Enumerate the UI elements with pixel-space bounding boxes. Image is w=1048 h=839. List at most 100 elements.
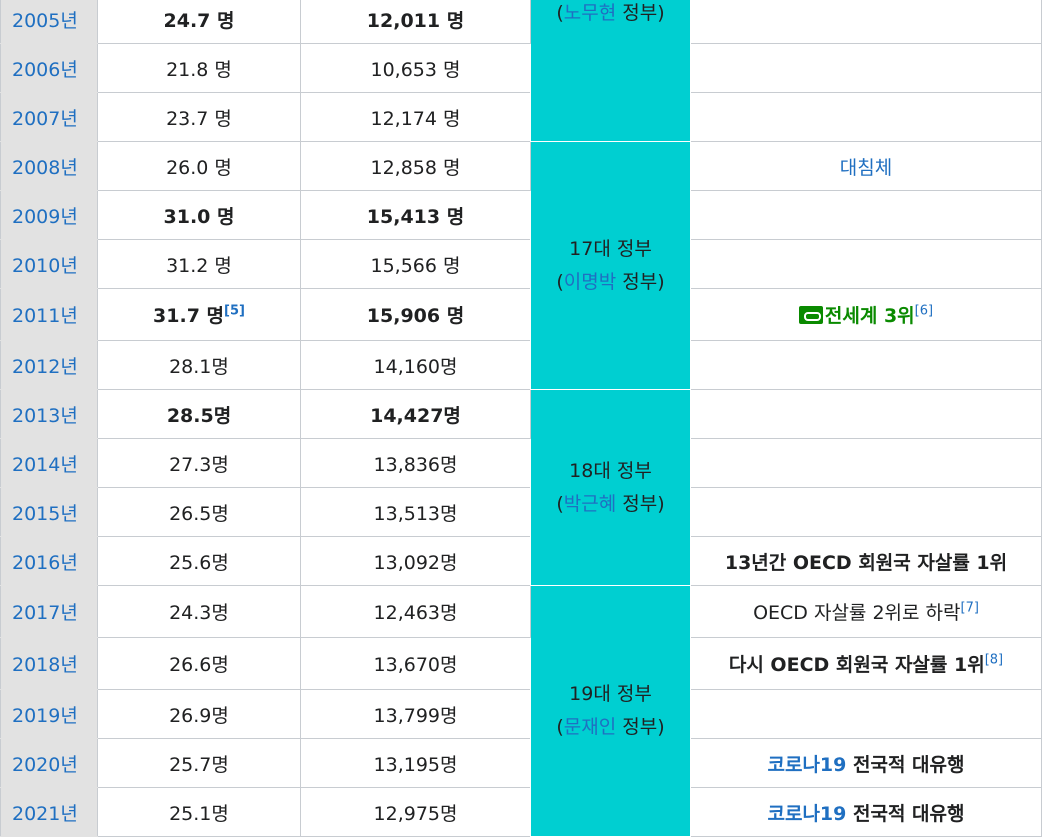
government-text: 정부) bbox=[616, 270, 665, 293]
reference[interactable]: [6] bbox=[914, 303, 934, 319]
count: 12,975명 bbox=[373, 802, 458, 825]
year-cell: 2011년 bbox=[0, 288, 98, 341]
count: 12,011 명 bbox=[366, 9, 465, 32]
table-row: 2016년 25.6명 13,092명 13년간 OECD 회원국 자살률 1위 bbox=[0, 536, 1042, 586]
year-cell: 2012년 bbox=[0, 340, 98, 390]
year-link[interactable]: 2020년 bbox=[12, 753, 78, 776]
link-icon bbox=[798, 306, 823, 324]
year-cell: 2009년 bbox=[0, 190, 98, 240]
year-cell: 2005년 bbox=[0, 0, 98, 44]
rate-cell: 25.1명 bbox=[97, 787, 301, 837]
rate-cell: 31.7 명[5] bbox=[97, 288, 301, 341]
rate: 31.0 명 bbox=[163, 205, 235, 228]
note-text[interactable]: 코로나19 bbox=[767, 802, 847, 825]
government-cell: (노무현 정부) bbox=[530, 0, 691, 142]
year-link[interactable]: 2009년 bbox=[12, 205, 78, 228]
year-link[interactable]: 2017년 bbox=[12, 602, 78, 624]
note-cell bbox=[690, 389, 1042, 439]
rate-cell: 25.6명 bbox=[97, 536, 301, 586]
count-cell: 13,513명 bbox=[300, 487, 531, 537]
year-link[interactable]: 2012년 bbox=[12, 355, 78, 378]
government-line: 17대 정부 bbox=[535, 233, 686, 266]
rate-cell: 23.7 명 bbox=[97, 92, 301, 142]
note-cell bbox=[690, 43, 1042, 93]
rate: 26.0 명 bbox=[166, 156, 232, 179]
year-cell: 2017년 bbox=[0, 585, 98, 638]
rate-cell: 25.7명 bbox=[97, 738, 301, 788]
rate: 26.5명 bbox=[169, 502, 229, 525]
year-link[interactable]: 2014년 bbox=[12, 453, 78, 476]
rate: 24.7 명 bbox=[163, 9, 235, 32]
count-cell: 10,653 명 bbox=[300, 43, 531, 93]
year-link[interactable]: 2005년 bbox=[12, 9, 78, 32]
note-cell bbox=[690, 239, 1042, 289]
year-link[interactable]: 2007년 bbox=[12, 107, 78, 130]
table-row: 2020년 25.7명 13,195명 코로나19 전국적 대유행 bbox=[0, 738, 1042, 788]
leader-link[interactable]: 이명박 bbox=[563, 270, 617, 293]
rate-cell: 26.5명 bbox=[97, 487, 301, 537]
count-cell: 12,174 명 bbox=[300, 92, 531, 142]
rate-cell: 24.3명 bbox=[97, 585, 301, 638]
table-row: 2018년 26.6명 13,670명 다시 OECD 회원국 자살률 1위[8] bbox=[0, 637, 1042, 690]
reference[interactable]: [8] bbox=[984, 652, 1004, 668]
rate-cell: 26.9명 bbox=[97, 689, 301, 739]
note-text[interactable]: 대침체 bbox=[839, 156, 893, 179]
rate: 28.1명 bbox=[169, 355, 229, 378]
year-link[interactable]: 2018년 bbox=[12, 654, 78, 676]
rate-cell: 27.3명 bbox=[97, 438, 301, 488]
count-cell: 15,566 명 bbox=[300, 239, 531, 289]
year-link[interactable]: 2010년 bbox=[12, 254, 78, 277]
note-cell bbox=[690, 487, 1042, 537]
count-cell: 13,836명 bbox=[300, 438, 531, 488]
year-cell: 2006년 bbox=[0, 43, 98, 93]
year-link[interactable]: 2006년 bbox=[12, 58, 78, 81]
count-cell: 12,858 명 bbox=[300, 141, 531, 191]
leader-link[interactable]: 박근혜 bbox=[563, 492, 617, 515]
note-cell: OECD 자살률 2위로 하락[7] bbox=[690, 585, 1042, 638]
government-text: 정부) bbox=[616, 2, 665, 24]
reference[interactable]: [7] bbox=[960, 600, 979, 616]
table-row: 2005년 24.7 명 12,011 명 (노무현 정부) bbox=[0, 0, 1042, 142]
year-link[interactable]: 2019년 bbox=[12, 704, 78, 727]
leader-link[interactable]: 노무현 bbox=[563, 2, 617, 24]
reference[interactable]: [5] bbox=[224, 303, 245, 319]
year-cell: 2015년 bbox=[0, 487, 98, 537]
count: 12,174 명 bbox=[370, 107, 461, 130]
table-row: 2010년 31.2 명 15,566 명 bbox=[0, 239, 1042, 289]
government-text: 18대 정부 bbox=[569, 459, 652, 482]
note-text: 다시 OECD 회원국 자살률 1위 bbox=[728, 654, 985, 676]
year-link[interactable]: 2015년 bbox=[12, 502, 78, 525]
government-text: ( bbox=[556, 270, 564, 293]
count: 13,195명 bbox=[373, 753, 458, 776]
note-cell: 코로나19 전국적 대유행 bbox=[690, 787, 1042, 837]
count: 12,858 명 bbox=[370, 156, 461, 179]
year-link[interactable]: 2016년 bbox=[12, 551, 78, 574]
rate: 31.7 명 bbox=[153, 305, 225, 327]
year-link[interactable]: 2011년 bbox=[12, 305, 78, 327]
note-cell: 전세계 3위[6] bbox=[690, 288, 1042, 341]
note-text: 전세계 3위 bbox=[824, 305, 915, 327]
count-cell: 14,160명 bbox=[300, 340, 531, 390]
count-cell: 12,463명 bbox=[300, 585, 531, 638]
year-cell: 2019년 bbox=[0, 689, 98, 739]
count-cell: 15,906 명 bbox=[300, 288, 531, 341]
table-row: 2015년 26.5명 13,513명 bbox=[0, 487, 1042, 537]
count: 14,160명 bbox=[373, 355, 458, 378]
note-text: 전국적 대유행 bbox=[846, 753, 965, 776]
government-line: 19대 정부 bbox=[535, 678, 686, 711]
year-link[interactable]: 2008년 bbox=[12, 156, 78, 179]
table-row: 2019년 26.9명 13,799명 bbox=[0, 689, 1042, 739]
government-line: (이명박 정부) bbox=[535, 266, 686, 299]
year-cell: 2013년 bbox=[0, 389, 98, 439]
note-text[interactable]: 코로나19 bbox=[767, 753, 847, 776]
year-link[interactable]: 2021년 bbox=[12, 802, 78, 825]
note-cell bbox=[690, 0, 1042, 44]
note-cell: 13년간 OECD 회원국 자살률 1위 bbox=[690, 536, 1042, 586]
leader-link[interactable]: 문재인 bbox=[563, 716, 617, 738]
year-link[interactable]: 2013년 bbox=[12, 404, 78, 427]
table-row: 2011년 31.7 명[5] 15,906 명 전세계 3위[6] bbox=[0, 288, 1042, 341]
note-cell: 다시 OECD 회원국 자살률 1위[8] bbox=[690, 637, 1042, 690]
rate: 26.9명 bbox=[169, 704, 229, 727]
table-row: 2017년 24.3명 12,463명 19대 정부 (문재인 정부) OECD 자살률 … bbox=[0, 585, 1042, 837]
